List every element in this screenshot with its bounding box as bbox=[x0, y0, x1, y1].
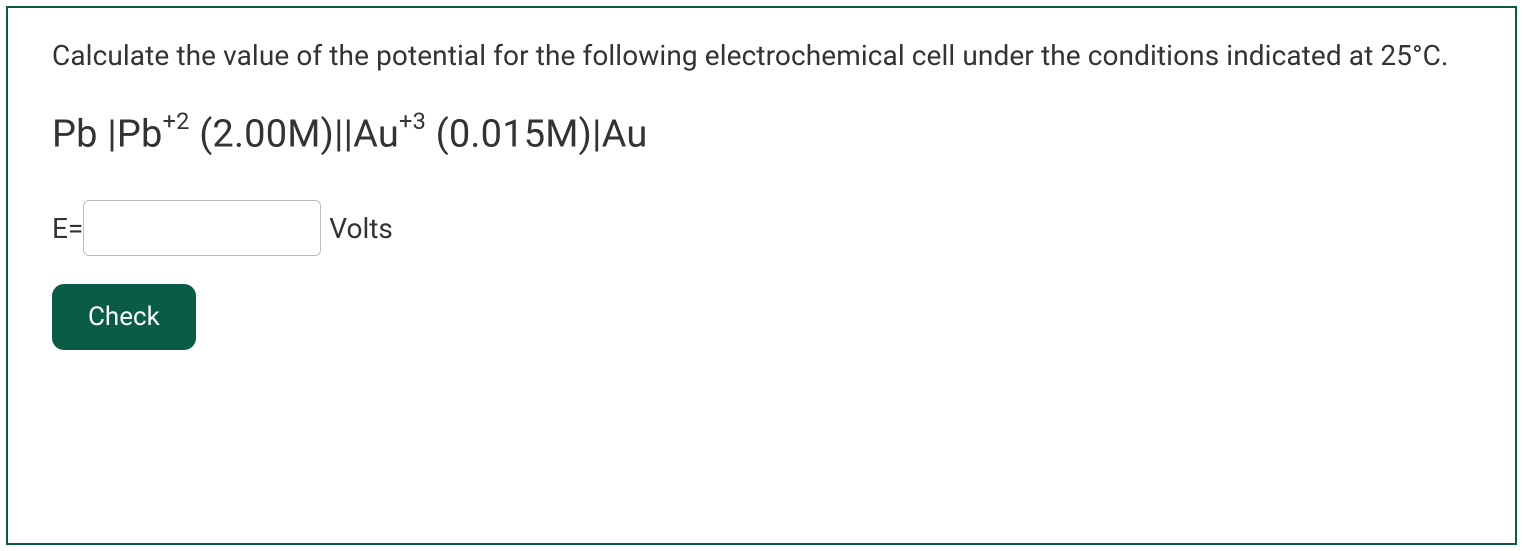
anode-metal: Pb bbox=[52, 112, 98, 156]
phase-bar: | bbox=[107, 112, 116, 156]
answer-label: E= bbox=[52, 212, 83, 245]
answer-row: E= Volts bbox=[52, 200, 1471, 256]
answer-unit: Volts bbox=[329, 212, 393, 245]
check-button[interactable]: Check bbox=[52, 284, 196, 350]
answer-input[interactable] bbox=[83, 200, 321, 256]
salt-bridge: || bbox=[334, 112, 353, 156]
cathode-charge: +3 bbox=[399, 107, 426, 135]
cathode-ion: Au bbox=[353, 112, 399, 156]
question-card: Calculate the value of the potential for… bbox=[6, 6, 1517, 545]
anode-conc: (2.00M) bbox=[199, 112, 334, 156]
cathode-metal: Au bbox=[602, 112, 648, 156]
anode-charge: +2 bbox=[163, 107, 190, 135]
cell-notation: Pb |Pb+2 (2.00M)||Au+3 (0.015M)|Au bbox=[52, 111, 1471, 157]
phase-bar-2: | bbox=[592, 112, 601, 156]
cathode-conc: (0.015M) bbox=[436, 112, 592, 156]
anode-ion: Pb bbox=[117, 112, 163, 156]
question-prompt: Calculate the value of the potential for… bbox=[52, 36, 1471, 77]
